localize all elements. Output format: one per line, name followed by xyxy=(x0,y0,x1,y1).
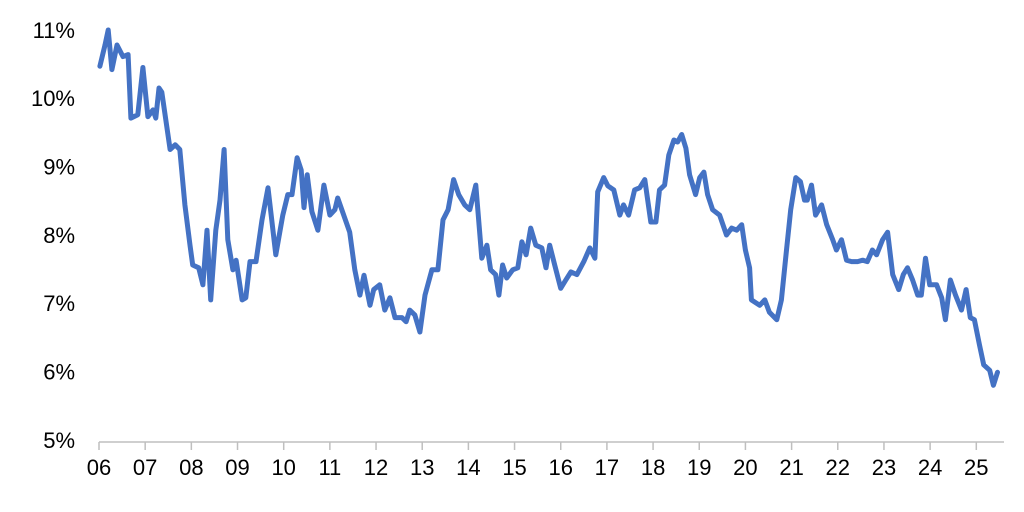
x-tick-label: 14 xyxy=(456,455,480,480)
x-tick-label: 21 xyxy=(779,455,803,480)
x-tick-label: 13 xyxy=(410,455,434,480)
x-tick-label: 25 xyxy=(964,455,988,480)
x-tick-label: 19 xyxy=(687,455,711,480)
y-tick-label: 11% xyxy=(33,18,75,43)
x-tick-label: 22 xyxy=(826,455,850,480)
x-tick-label: 07 xyxy=(133,455,157,480)
x-tick-label: 10 xyxy=(271,455,295,480)
x-tick-label: 15 xyxy=(502,455,526,480)
x-tick-label: 09 xyxy=(225,455,249,480)
y-tick-label: 8% xyxy=(43,223,75,248)
x-tick-label: 17 xyxy=(595,455,619,480)
x-tick-label: 08 xyxy=(179,455,203,480)
y-tick-label: 7% xyxy=(43,291,75,316)
x-tick-label: 20 xyxy=(733,455,757,480)
y-tick-label: 9% xyxy=(43,154,75,179)
y-tick-label: 10% xyxy=(31,86,75,111)
x-tick-label: 18 xyxy=(641,455,665,480)
x-tick-label: 24 xyxy=(918,455,942,480)
x-tick-label: 23 xyxy=(872,455,896,480)
x-tick-label: 12 xyxy=(364,455,388,480)
y-tick-label: 5% xyxy=(43,428,75,453)
x-tick-label: 11 xyxy=(318,455,341,480)
y-tick-label: 6% xyxy=(43,359,75,384)
x-tick-label: 16 xyxy=(548,455,572,480)
data-line xyxy=(97,27,1000,388)
x-tick-label: 06 xyxy=(87,455,111,480)
